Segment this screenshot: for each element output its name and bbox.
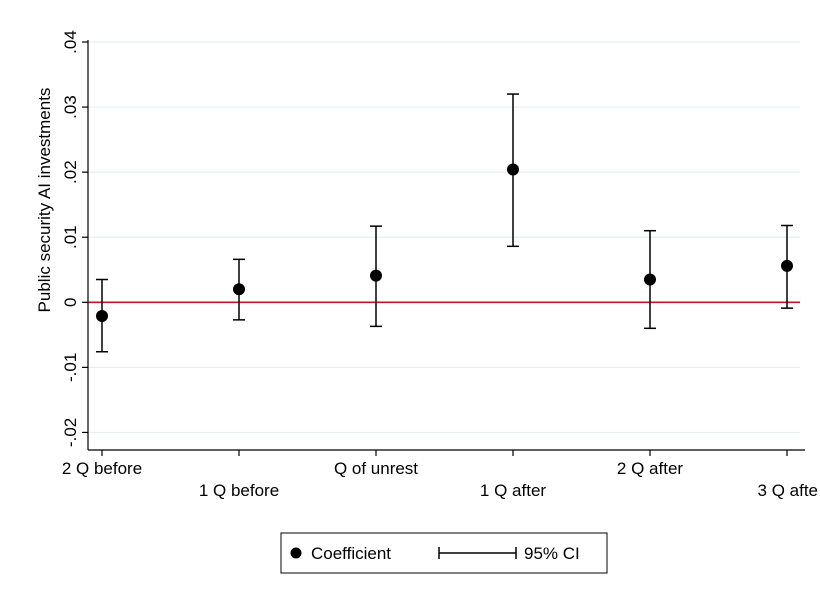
x-tick-label: 1 Q after — [480, 481, 546, 500]
y-tick-label: .02 — [61, 160, 80, 184]
coefficient-point — [644, 273, 656, 286]
legend: Coefficient 95% CI — [280, 532, 608, 574]
axes — [87, 40, 805, 451]
y-tick-label: 0 — [61, 298, 80, 307]
y-tick-label: -.01 — [61, 353, 80, 382]
y-tick-label: .03 — [61, 95, 80, 119]
legend-label-ci: 95% CI — [524, 544, 580, 563]
legend-label-coefficient: Coefficient — [311, 544, 391, 563]
y-ticks: -.02 -.01 0 .01 .02 .03 .04 — [61, 30, 88, 447]
y-tick-label: .01 — [61, 225, 80, 249]
coefficient-point — [781, 259, 793, 272]
series-marks — [96, 93, 793, 353]
x-tick-label: 3 Q afte — [758, 481, 818, 500]
x-tick-label: 2 Q after — [617, 459, 683, 478]
grid-lines — [88, 41, 800, 434]
coefficient-point — [370, 269, 382, 282]
x-tick-label: 1 Q before — [199, 481, 279, 500]
legend-marker-coefficient — [290, 547, 302, 559]
y-tick-label: -.02 — [61, 418, 80, 447]
y-tick-label: .04 — [61, 30, 80, 54]
coefficient-point — [507, 163, 519, 176]
x-tick-label: Q of unrest — [334, 459, 418, 478]
x-tick-label: 2 Q before — [62, 459, 142, 478]
coefficient-point — [96, 309, 108, 322]
y-axis-label: Public security AI investments — [35, 88, 54, 313]
x-ticks: 2 Q before 1 Q before Q of unrest 1 Q after… — [62, 450, 818, 500]
coefficient-point — [233, 283, 245, 296]
